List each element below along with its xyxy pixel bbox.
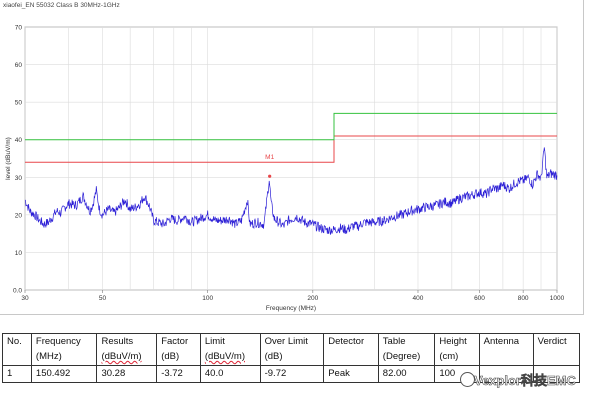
header-frequency: Frequency (MHz) [30,333,98,366]
x-tick-label: 400 [413,295,424,302]
x-tick-label: 100 [202,295,213,302]
y-tick-label: 60 [15,62,23,69]
header-no: No. [2,333,32,366]
chart-panel: 0.0 10 20 30 40 50 60 70 30 50 100 200 400 600 800 1000… [0,0,584,315]
y-tick-label: 0.0 [13,288,22,295]
y-tick-label: 10 [15,250,23,257]
x-axis-label: Frequency (MHz) [266,305,316,312]
watermark-badge-icon [460,372,475,387]
y-axis-label: level (dBuV/m) [5,137,12,180]
header-verdict: Verdict [532,333,581,366]
header-detector: Detector [323,333,379,366]
x-tick-label: 800 [518,295,529,302]
y-tick-label: 70 [15,25,23,32]
cell-detector: Peak [323,365,379,383]
y-tick-label: 20 [15,212,23,219]
chart-title: xiaofei_EN 55032 Class B 30MHz-1GHz [3,2,120,9]
header-limit: Limit (dBuV/m) [199,333,261,366]
x-tick-label: 1000 [550,295,565,302]
table-header-row: No. Frequency (MHz) Results (dBuV/m) Facto… [2,333,581,366]
header-over-limit: Over Limit (dB) [259,333,325,366]
limit-line [25,135,557,163]
measurement-trace [24,147,558,235]
y-tick-label: 30 [15,175,23,182]
limit-line [25,112,557,141]
cell-factor: -3.72 [156,365,201,383]
marker-label: M1 [265,154,274,161]
cell-results: 30.28 [96,365,158,383]
header-results: Results (dBuV/m) [96,333,158,366]
y-tick-label: 40 [15,137,23,144]
header-height: Height (cm) [434,333,480,366]
emission-chart: 0.0 10 20 30 40 50 60 70 30 50 100 200 400 600 800 1000… [5,25,565,313]
x-tick-label: 50 [99,295,107,302]
watermark: Vexplor科技EMC [474,373,576,389]
cell-over-limit: -9.72 [259,365,325,383]
header-factor: Factor (dB) [156,333,201,366]
x-tick-label: 30 [21,295,29,302]
header-antenna: Antenna [478,333,534,366]
cell-limit: 40.0 [199,365,261,383]
header-table: Table (Degree) [377,333,436,366]
cell-frequency: 150.492 [30,365,98,383]
y-tick-label: 50 [15,100,23,107]
cell-table: 82.00 [377,365,436,383]
x-tick-label: 200 [307,295,318,302]
plot-area [24,26,558,291]
cell-no: 1 [2,365,32,383]
cell-verdict [532,365,581,383]
x-tick-label: 600 [474,295,485,302]
marker-point [268,174,272,178]
